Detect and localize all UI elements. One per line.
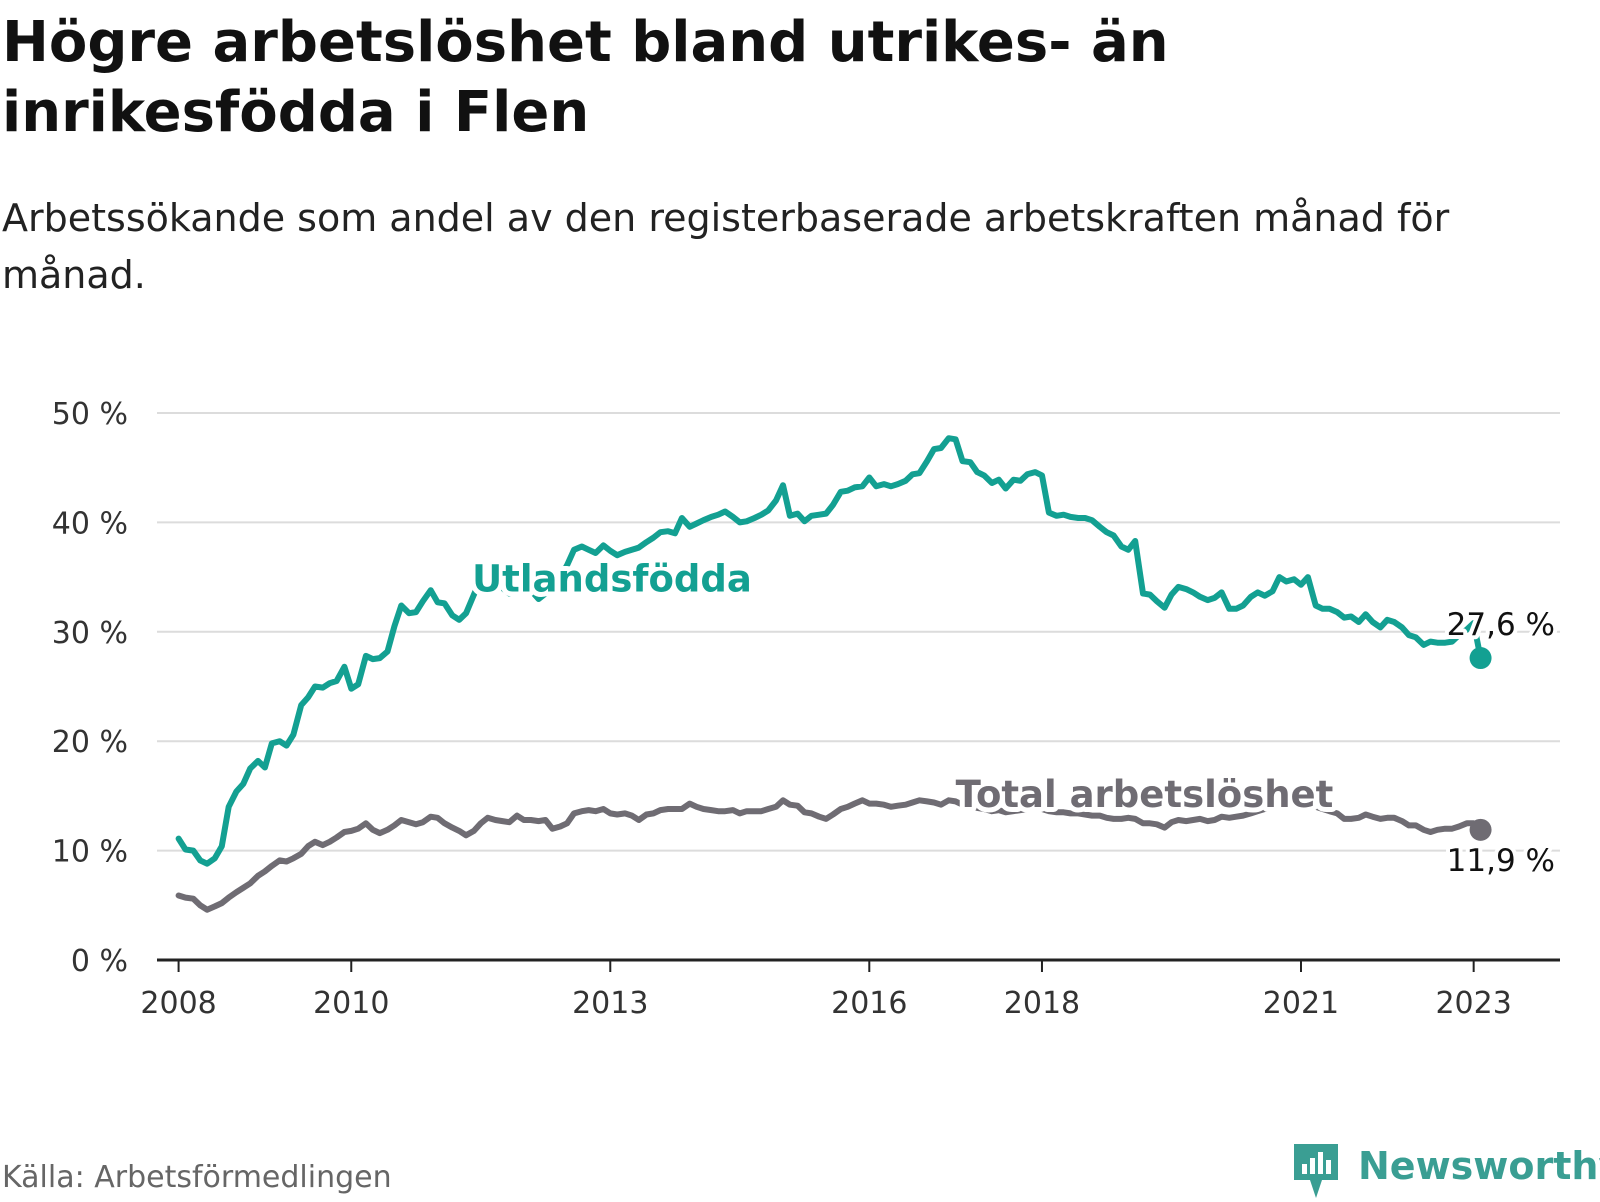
y-tick-label: 20 % — [52, 725, 128, 760]
brand-name: Newsworthy — [1358, 1144, 1600, 1188]
end-value-label-utlandsfodda: 27,6 % — [1447, 607, 1555, 643]
series-label-total: Total arbetslöshet — [956, 773, 1334, 816]
x-tick-label: 2013 — [572, 986, 648, 1021]
end-point-total — [1469, 818, 1492, 841]
end-value-label-total: 11,9 % — [1447, 843, 1555, 879]
series-line-total — [175, 797, 1484, 913]
x-tick-label: 2018 — [1004, 986, 1080, 1021]
x-tick-label: 2008 — [140, 986, 216, 1021]
y-tick-label: 40 % — [52, 506, 128, 541]
labels: 27,6 % Utlandsfödda 11,9 % Total arbetslösh… — [467, 552, 1559, 882]
source-note: Källa: Arbetsförmedlingen — [2, 1160, 392, 1195]
newsworthy-logo-icon — [1294, 1144, 1338, 1198]
end-point-utlandsfodda — [1469, 647, 1492, 670]
x-tick-label: 2021 — [1263, 986, 1339, 1021]
series-label-utlandsfodda: Utlandsfödda — [472, 557, 752, 600]
y-tick-label: 30 % — [52, 616, 128, 651]
x-tick-label: 2016 — [831, 986, 907, 1021]
grid-lines — [157, 412, 1560, 852]
line-chart: 0 % 10 % 20 % 30 % 40 % 50 % 2008 2010 2013 2016 2… — [52, 397, 1560, 1021]
chart-title: Högre arbetslöshet bland utrikes- än inr… — [2, 10, 1169, 145]
series-line-utlandsfodda — [175, 435, 1484, 867]
chart-subtitle: Arbetssökande som andel av den registerb… — [2, 196, 1450, 297]
x-tick-label: 2023 — [1435, 986, 1511, 1021]
y-tick-label: 10 % — [52, 835, 128, 870]
y-tick-label: 0 % — [71, 944, 128, 979]
series — [175, 435, 1492, 913]
axes: 0 % 10 % 20 % 30 % 40 % 50 % 2008 2010 2013 2016 2… — [52, 397, 1560, 1021]
y-tick-label: 50 % — [52, 397, 128, 432]
x-tick-label: 2010 — [313, 986, 389, 1021]
